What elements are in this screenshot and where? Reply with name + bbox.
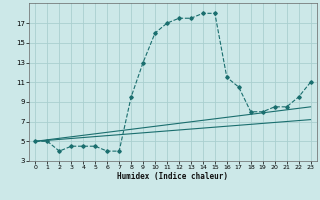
X-axis label: Humidex (Indice chaleur): Humidex (Indice chaleur) [117, 172, 228, 181]
